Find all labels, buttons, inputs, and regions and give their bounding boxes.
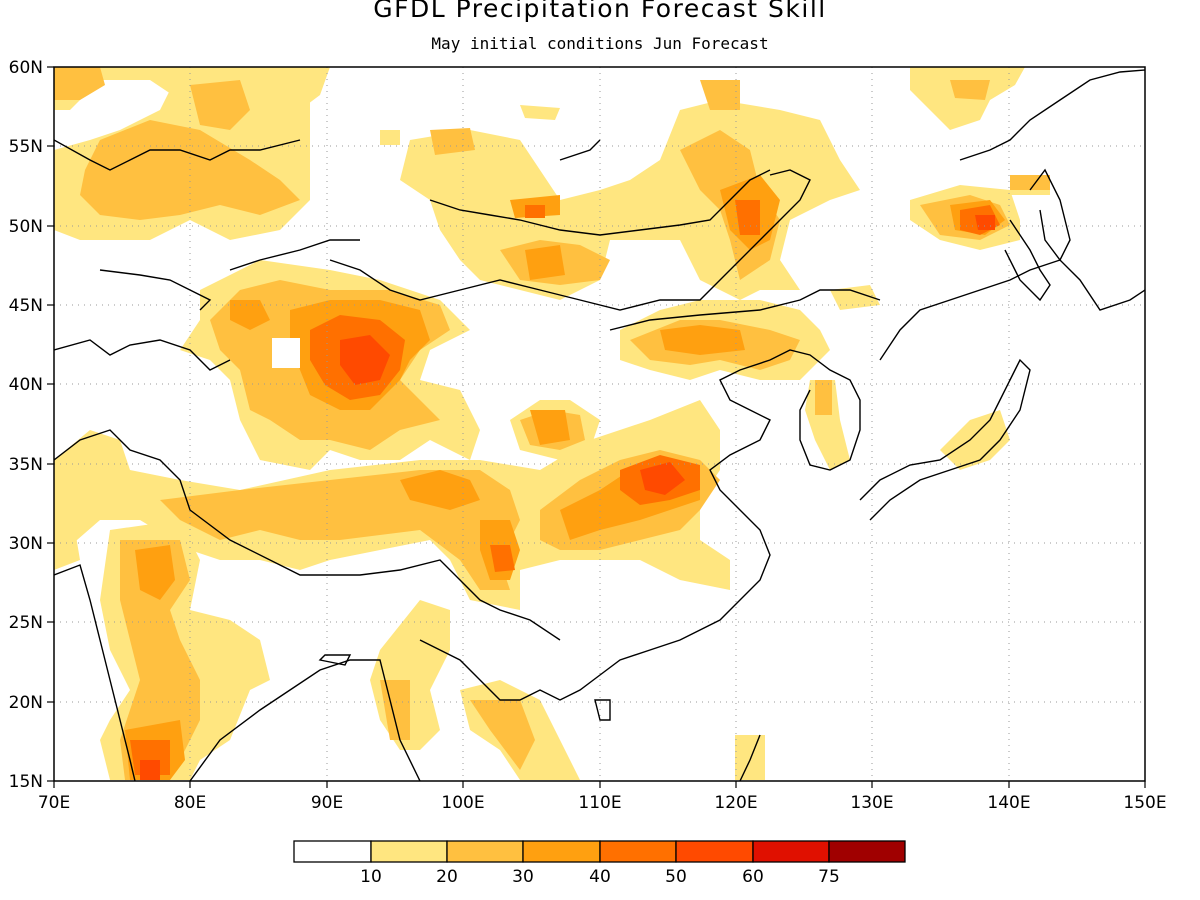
- colorbar-label-10: 10: [360, 867, 382, 887]
- lon-label-120e: 120E: [714, 793, 757, 813]
- lon-label-100e: 100E: [441, 793, 484, 813]
- colorbar-label-40: 40: [589, 867, 611, 887]
- colorbar-label-50: 50: [665, 867, 687, 887]
- lat-label-35n: 35N: [9, 455, 43, 475]
- lon-labels: 70E 80E 90E 100E 110E 120E 130E 140E 150…: [38, 793, 1167, 813]
- lon-label-140e: 140E: [987, 793, 1030, 813]
- lat-label-20n: 20N: [9, 693, 43, 713]
- colorbar-swatch-0: [293, 840, 372, 863]
- lat-label-30n: 30N: [9, 534, 43, 554]
- skill-level-5: [140, 215, 995, 780]
- lon-label-90e: 90E: [311, 793, 343, 813]
- colorbar-swatch-1: [370, 840, 448, 863]
- lon-label-110e: 110E: [578, 793, 621, 813]
- lat-label-50n: 50N: [9, 217, 43, 237]
- colorbar-swatch-5: [675, 840, 754, 863]
- map-title: GFDL Precipitation Forecast Skill: [373, 0, 827, 23]
- lat-label-40n: 40N: [9, 375, 43, 395]
- lon-label-150e: 150E: [1123, 793, 1166, 813]
- skill-shading: [54, 67, 1050, 780]
- lat-label-55n: 55N: [9, 137, 43, 157]
- lon-label-80e: 80E: [174, 793, 206, 813]
- colorbar-swatch-2: [446, 840, 524, 863]
- colorbar-swatch-3: [522, 840, 601, 863]
- lon-label-70e: 70E: [38, 793, 70, 813]
- map-subtitle: May initial conditions Jun Forecast: [431, 34, 769, 53]
- colorbar-label-75: 75: [818, 867, 840, 887]
- coastlines: [54, 69, 1145, 781]
- colorbar-swatch-6: [752, 840, 830, 863]
- lat-labels: 60N 55N 50N 45N 40N 35N 30N 25N 20N 15N: [9, 58, 43, 792]
- colorbar-label-60: 60: [742, 867, 764, 887]
- colorbar-label-20: 20: [436, 867, 458, 887]
- colorbar-swatch-7: [828, 840, 906, 863]
- tick-marks: [47, 66, 1146, 788]
- colorbar-labels: 10 20 30 40 50 60 75: [360, 867, 840, 887]
- colorbar-label-30: 30: [512, 867, 534, 887]
- lat-label-60n: 60N: [9, 58, 43, 78]
- colorbar: [293, 840, 906, 863]
- lon-label-130e: 130E: [850, 793, 893, 813]
- lat-label-25n: 25N: [9, 613, 43, 633]
- lat-label-45n: 45N: [9, 296, 43, 316]
- lat-label-15n: 15N: [9, 772, 43, 792]
- colorbar-swatch-4: [599, 840, 677, 863]
